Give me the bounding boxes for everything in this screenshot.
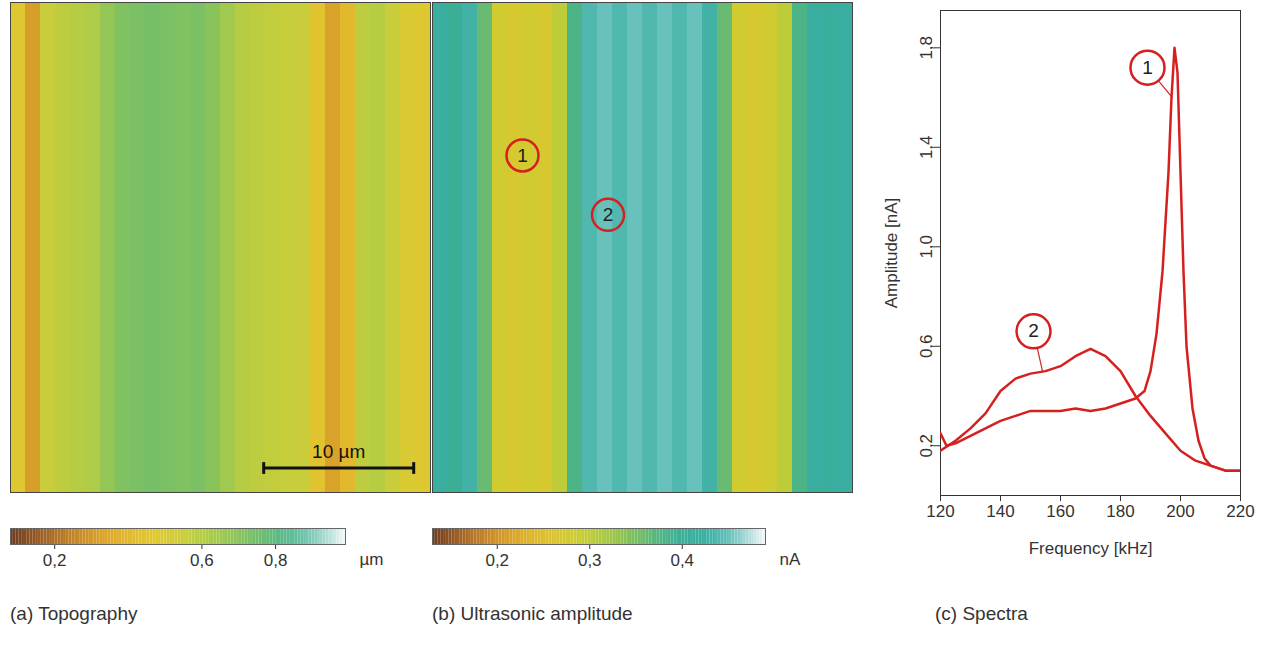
html-text:(a) Topography: (a) Topography [10, 603, 138, 624]
svg-text:1: 1 [1142, 57, 1153, 78]
html-text:(c) Spectra: (c) Spectra [935, 603, 1028, 624]
svg-text:0,6: 0,6 [190, 551, 214, 570]
html-text:(b) Ultrasonic amplitude: (b) Ultrasonic amplitude [432, 603, 633, 624]
svg-text:200: 200 [1166, 502, 1194, 521]
svg-text:Frequency [kHz]: Frequency [kHz] [1029, 539, 1153, 558]
svg-text:160: 160 [1046, 502, 1074, 521]
svg-text:0,3: 0,3 [578, 551, 602, 570]
svg-text:180: 180 [1106, 502, 1134, 521]
svg-text:1,8: 1,8 [917, 36, 936, 60]
svg-text:0,8: 0,8 [264, 551, 288, 570]
svg-text:nA: nA [780, 550, 801, 569]
svg-text:Amplitude [nA]: Amplitude [nA] [882, 198, 901, 309]
svg-text:0,6: 0,6 [917, 334, 936, 358]
svg-text:1,4: 1,4 [917, 135, 936, 159]
svg-text:0,2: 0,2 [485, 551, 509, 570]
svg-text:0,4: 0,4 [670, 551, 694, 570]
svg-text:220: 220 [1226, 502, 1254, 521]
svg-text:2: 2 [1028, 320, 1039, 341]
svg-text:1,0: 1,0 [917, 235, 936, 259]
svg-text:140: 140 [986, 502, 1014, 521]
svg-text:1: 1 [517, 145, 528, 166]
svg-text:120: 120 [926, 502, 954, 521]
svg-text:µm: µm [360, 550, 384, 569]
svg-text:0,2: 0,2 [43, 551, 67, 570]
svg-text:0,2: 0,2 [917, 434, 936, 458]
svg-text:10 µm: 10 µm [312, 441, 365, 462]
svg-text:2: 2 [603, 204, 614, 225]
